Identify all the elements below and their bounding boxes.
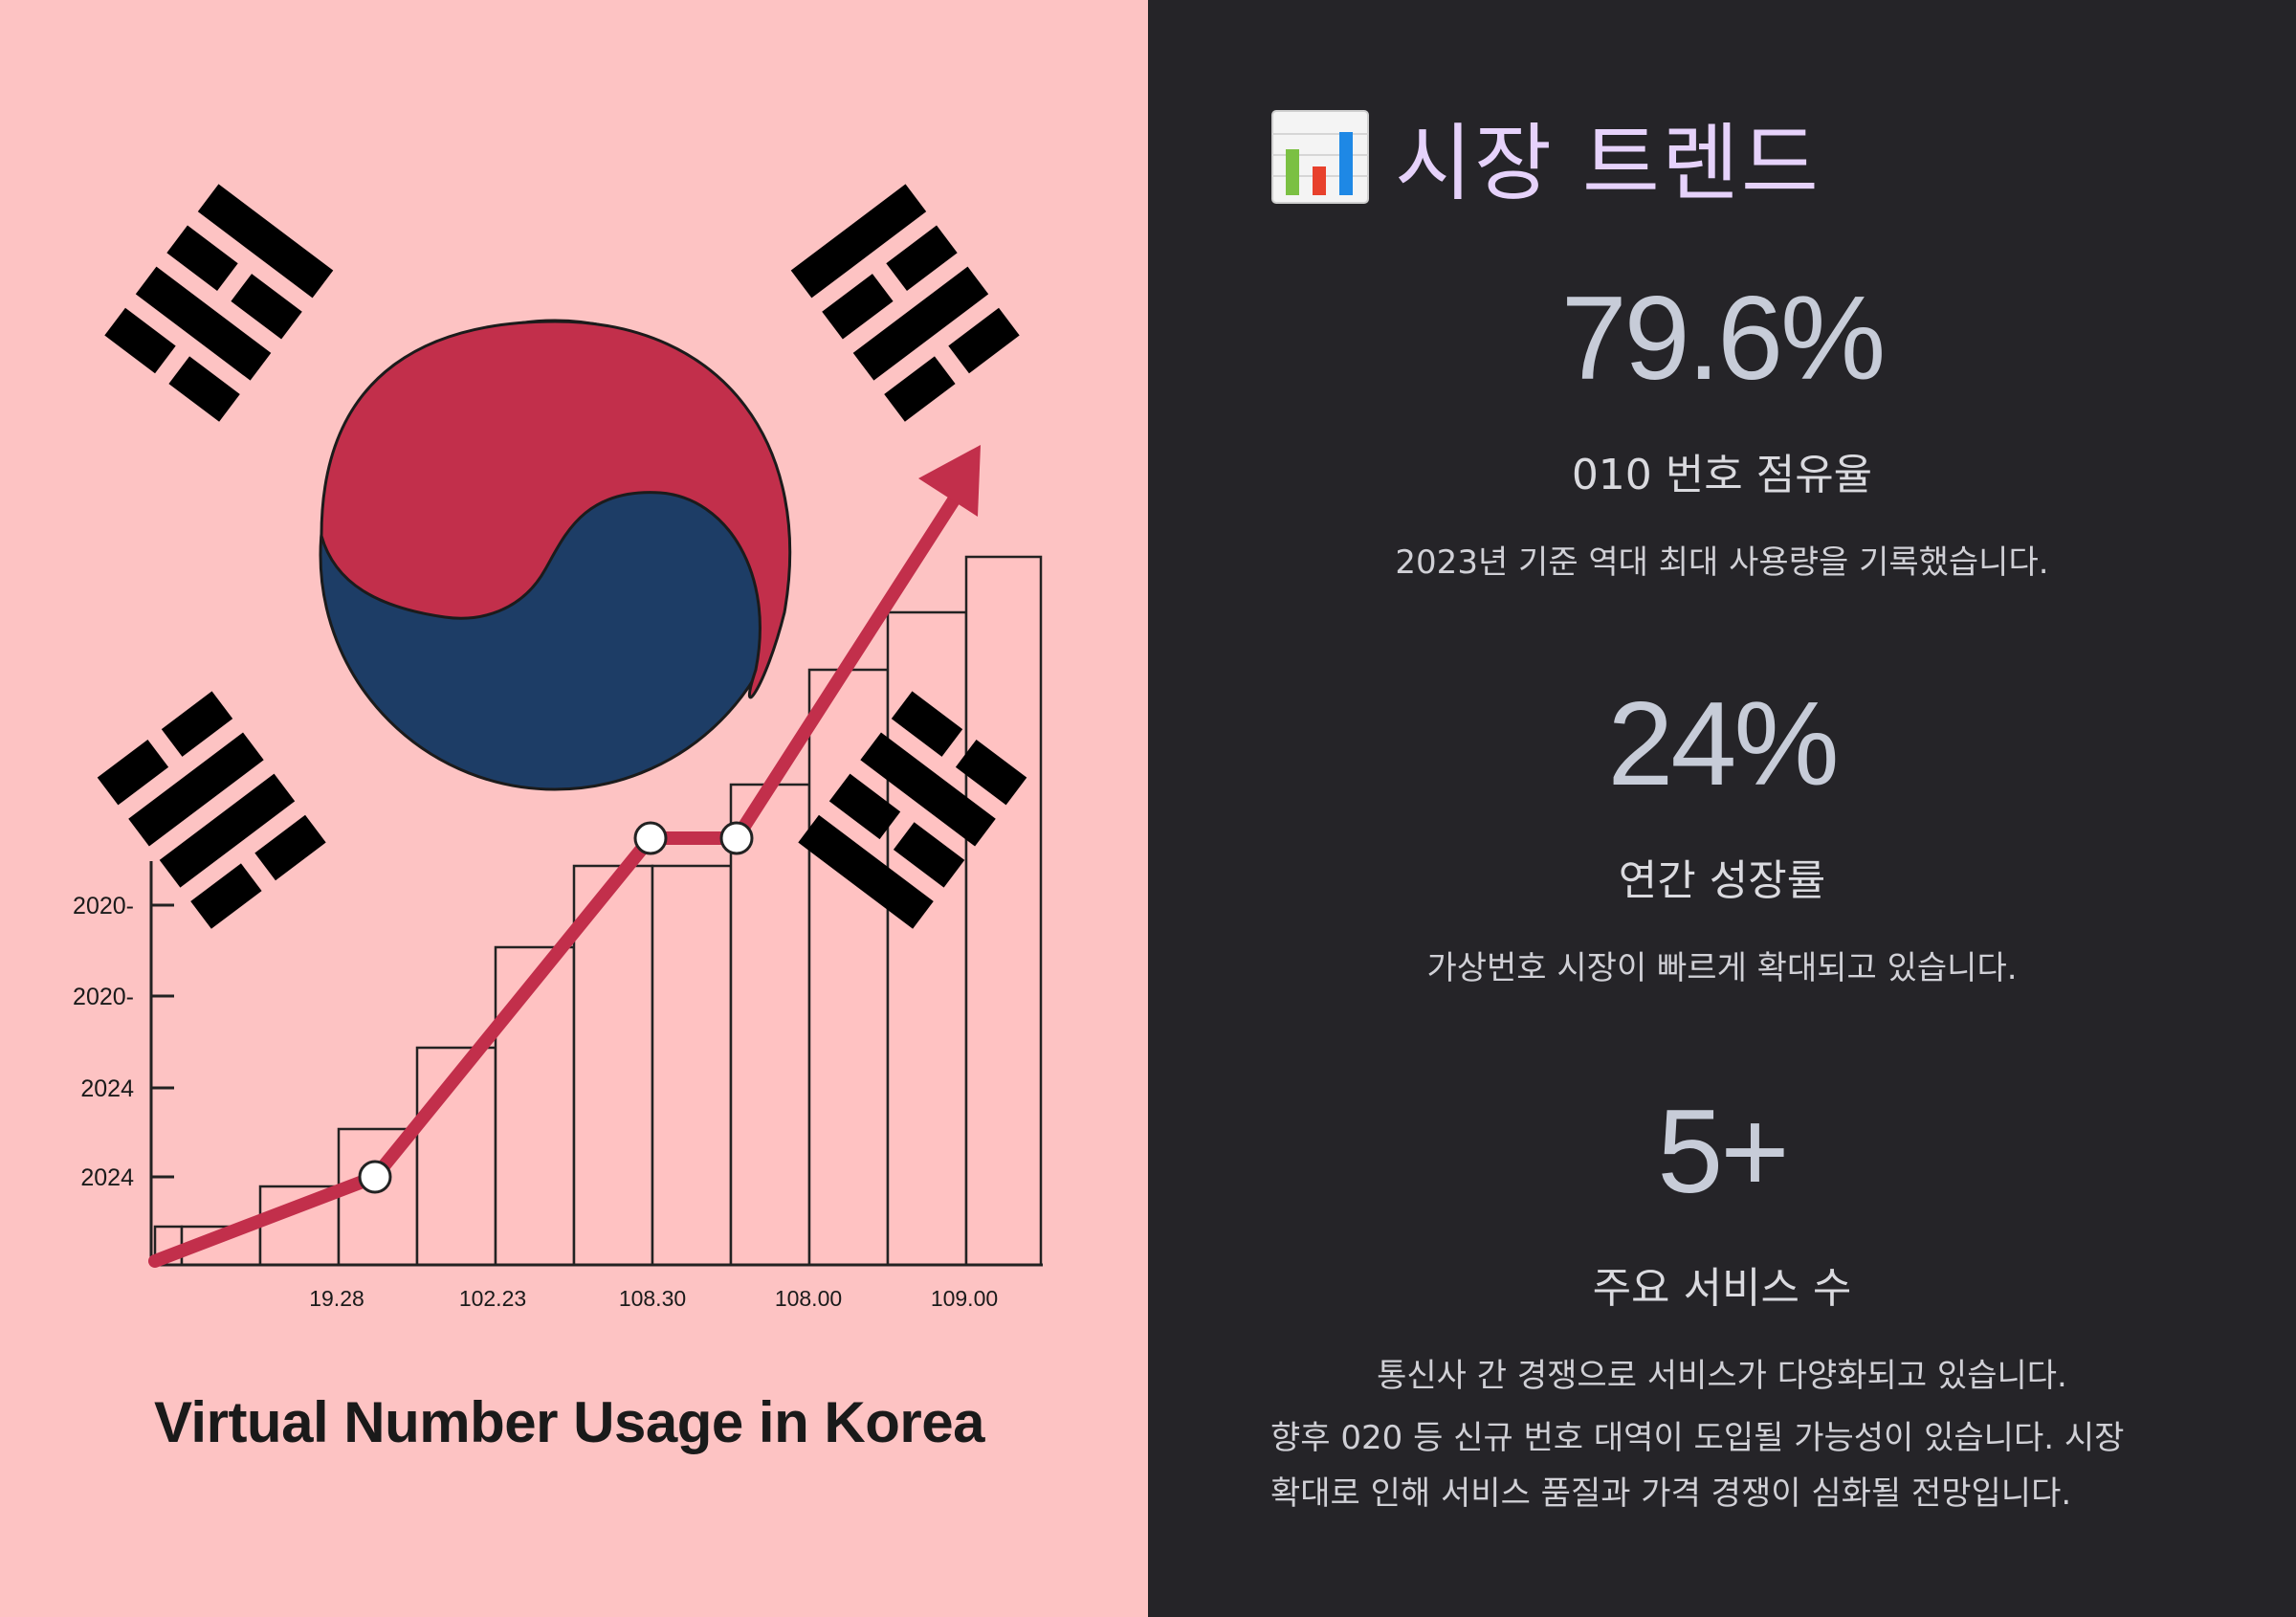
stat-label: 010 번호 점유율 xyxy=(1571,451,1873,499)
chart-title: Virtual Number Usage in Korea xyxy=(154,1390,984,1454)
infographic-panel: 2020- 2020- 2024 2024 19.28 102.23 108.30 108.… xyxy=(0,0,1148,1617)
outlook-note: 향후 020 등 신규 번호 대역이 도입될 가능성이 있습니다. 시장 확대로… xyxy=(1270,1410,2189,1521)
x-axis-ticks: 19.28 102.23 108.30 108.00 109.00 xyxy=(309,1286,998,1311)
taegeuk-emblem xyxy=(319,319,792,791)
y-tick-label: 2020- xyxy=(73,893,134,919)
x-tick-label: 19.28 xyxy=(309,1286,364,1311)
stat-block-services: 5+ 주요 서비스 수 통신사 간 경쟁으로 서비스가 다양화되고 있습니다. xyxy=(1148,1093,2296,1396)
section-heading: 시장 트렌드 xyxy=(1270,96,1821,217)
stat-description: 가상번호 시장이 빠르게 확대되고 있습니다. xyxy=(1426,949,2018,987)
x-tick-label: 102.23 xyxy=(459,1286,526,1311)
y-tick-label: 2024 xyxy=(80,1075,134,1102)
stat-block-growth: 24% 연간 성장률 가상번호 시장이 빠르게 확대되고 있습니다. xyxy=(1148,685,2296,988)
x-tick-label: 108.30 xyxy=(619,1286,686,1311)
x-tick-label: 109.00 xyxy=(931,1286,998,1311)
data-point-markers xyxy=(358,821,754,1194)
stat-label: 연간 성장률 xyxy=(1618,856,1826,905)
flag-chart-illustration: 2020- 2020- 2024 2024 19.28 102.23 108.30 108.… xyxy=(73,184,1043,1311)
chart-bar xyxy=(964,555,1043,1267)
outlook-note-line: 향후 020 등 신규 번호 대역이 도입될 가능성이 있습니다. 시장 xyxy=(1270,1419,2125,1457)
chart-bar xyxy=(729,783,811,1267)
x-tick-label: 108.00 xyxy=(775,1286,842,1311)
y-tick-label: 2024 xyxy=(80,1164,134,1191)
data-point-marker xyxy=(719,821,754,855)
stat-description: 2023년 기준 역대 최대 사용량을 기록했습니다. xyxy=(1395,543,2049,582)
bar-chart-icon xyxy=(1271,109,1369,204)
section-heading-text: 시장 트렌드 xyxy=(1395,114,1821,212)
trend-arrowhead xyxy=(918,445,981,517)
market-trend-panel: 시장 트렌드 79.6% 010 번호 점유율 2023년 기준 역대 최대 사… xyxy=(1148,0,2296,1617)
trigram-bars xyxy=(97,184,1020,929)
y-tick-label: 2020- xyxy=(73,984,134,1010)
stat-description: 통신사 간 경쟁으로 서비스가 다양화되고 있습니다. xyxy=(1377,1357,2067,1395)
y-axis-ticks: 2020- 2020- 2024 2024 xyxy=(73,893,174,1191)
chart-bar xyxy=(494,945,576,1267)
data-point-marker xyxy=(358,1160,392,1194)
stat-value: 5+ xyxy=(1657,1086,1789,1218)
stat-block-share: 79.6% 010 번호 점유율 2023년 기준 역대 최대 사용량을 기록했… xyxy=(1148,279,2296,583)
chart-bar xyxy=(651,864,733,1267)
data-point-marker xyxy=(633,821,668,855)
stat-value: 24% xyxy=(1607,678,1839,810)
stat-label: 주요 서비스 수 xyxy=(1592,1264,1852,1313)
line-bar-chart: 2020- 2020- 2024 2024 19.28 102.23 108.30 108.… xyxy=(73,445,1043,1311)
outlook-note-line: 확대로 인해 서비스 품질과 가격 경쟁이 심화될 전망입니다. xyxy=(1270,1474,2072,1513)
stat-value: 79.6% xyxy=(1560,273,1887,405)
trigram-bars-bottom-right xyxy=(798,691,1027,929)
